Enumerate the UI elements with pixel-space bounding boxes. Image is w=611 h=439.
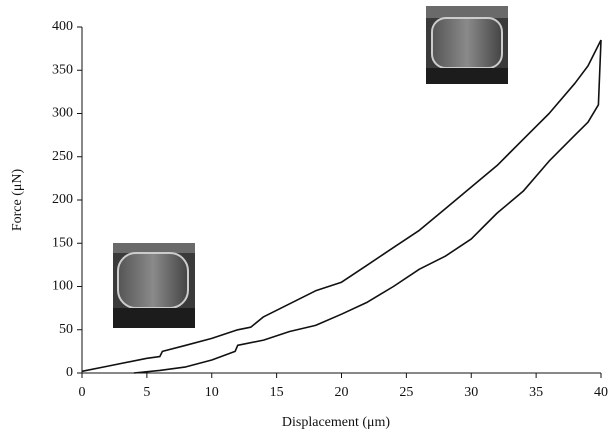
x-tick-label: 0 <box>79 385 86 400</box>
x-tick-label: 5 <box>143 385 150 400</box>
y-tick-label: 200 <box>52 192 73 207</box>
inset-image-bottom <box>113 243 195 328</box>
y-axis-label: Force (μN) <box>10 169 25 232</box>
y-tick-label: 50 <box>59 322 73 337</box>
curve <box>133 39 602 374</box>
x-tick-label: 20 <box>335 385 349 400</box>
x-tick-label: 30 <box>464 385 478 400</box>
y-tick-label: 250 <box>52 149 73 164</box>
x-tick-label: 35 <box>529 385 543 400</box>
inset-image-top <box>426 6 508 84</box>
y-tick-label: 350 <box>52 62 73 77</box>
y-tick-label: 100 <box>52 279 73 294</box>
curve <box>81 39 602 373</box>
y-tick-label: 0 <box>66 365 73 380</box>
x-tick-label: 10 <box>205 385 219 400</box>
x-axis-label: Displacement (μm) <box>282 415 391 430</box>
x-tick-label: 25 <box>399 385 413 400</box>
x-tick-label: 15 <box>270 385 284 400</box>
y-tick-label: 150 <box>52 235 73 250</box>
y-tick-label: 300 <box>52 106 73 121</box>
x-tick-label: 40 <box>594 385 608 400</box>
y-tick-label: 400 <box>52 19 73 34</box>
